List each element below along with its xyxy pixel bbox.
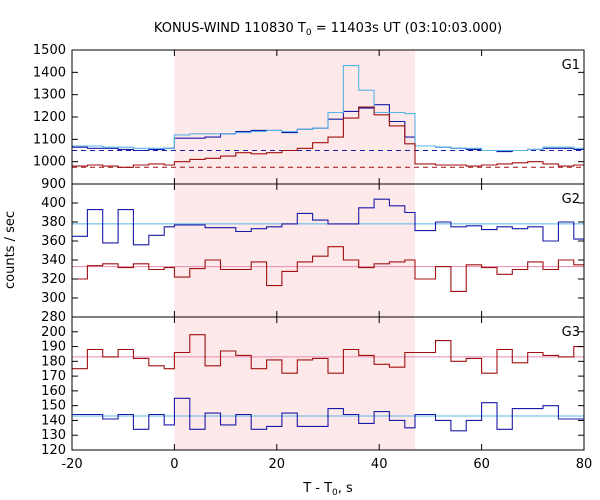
y-tick-label: 400 <box>41 196 66 211</box>
y-tick-label: 1500 <box>33 43 66 58</box>
y-tick-label: 300 <box>41 291 66 306</box>
x-tick-label: 20 <box>269 457 286 472</box>
y-tick-label: 160 <box>41 384 66 399</box>
y-axis-label: counts / sec <box>3 211 18 289</box>
y-tick-label: 1200 <box>33 110 66 125</box>
panel-g1-series-darkred <box>72 106 584 168</box>
highlight-band <box>174 50 416 450</box>
y-tick-label: 900 <box>41 177 66 192</box>
panel-g2-series-darkred <box>72 246 584 292</box>
panel-label-g3: G3 <box>562 325 580 340</box>
y-tick-label: 1000 <box>33 155 66 170</box>
y-tick-label: 340 <box>41 253 66 268</box>
y-tick-label: 150 <box>41 399 66 414</box>
x-axis-label: T - T0, s <box>302 481 353 498</box>
y-tick-label: 380 <box>41 215 66 230</box>
panel-label-g1: G1 <box>562 58 580 73</box>
panel-g3-series-darkred <box>72 334 584 374</box>
y-tick-label: 190 <box>41 340 66 355</box>
y-tick-label: 280 <box>41 310 66 325</box>
y-tick-label: 120 <box>41 443 66 458</box>
x-tick-label: -20 <box>61 457 82 472</box>
y-tick-label: 200 <box>41 325 66 340</box>
x-tick-label: 60 <box>473 457 490 472</box>
panel-g1-series-lightblue <box>72 65 584 152</box>
y-tick-label: 1100 <box>33 132 66 147</box>
x-tick-label: 0 <box>170 457 178 472</box>
panel-label-g2: G2 <box>562 192 580 207</box>
y-tick-label: 180 <box>41 354 66 369</box>
chart-title: KONUS-WIND 110830 T0 = 11403s UT (03:10:… <box>154 21 502 38</box>
y-tick-label: 130 <box>41 428 66 443</box>
y-tick-label: 1400 <box>33 65 66 80</box>
panel-g2-series-blue <box>72 198 584 246</box>
y-tick-label: 360 <box>41 234 66 249</box>
x-tick-label: 80 <box>576 457 593 472</box>
y-tick-label: 170 <box>41 369 66 384</box>
plot-area: 900100011001200130014001500G128030032034… <box>33 43 592 472</box>
x-tick-label: 40 <box>371 457 388 472</box>
panel-g3-series-blue <box>72 397 584 432</box>
y-tick-label: 140 <box>41 413 66 428</box>
panel-g3-frame <box>71 316 585 451</box>
y-tick-label: 1300 <box>33 88 66 103</box>
y-tick-label: 320 <box>41 272 66 287</box>
